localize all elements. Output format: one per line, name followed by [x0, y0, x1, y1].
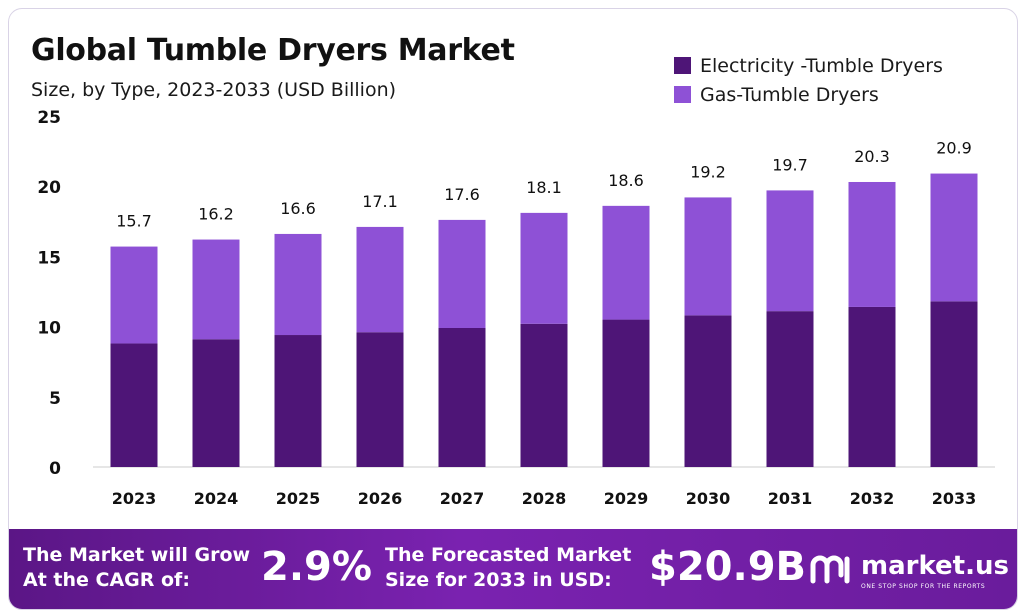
data-label-total: 20.9 — [936, 139, 972, 158]
y-tick-label: 0 — [49, 459, 61, 479]
bar-gas — [110, 246, 158, 344]
bar-gas — [274, 233, 322, 336]
legend-item-gas: Gas-Tumble Dryers — [674, 80, 943, 109]
data-label-total: 17.6 — [444, 185, 480, 204]
bar-electricity — [766, 311, 814, 467]
x-tick-label: 2025 — [276, 489, 321, 508]
data-label-total: 16.2 — [198, 205, 234, 224]
data-label-total: 19.2 — [690, 162, 726, 181]
x-tick-label: 2029 — [604, 489, 649, 508]
cagr-caption: The Market will Grow At the CAGR of: — [23, 543, 250, 593]
legend-swatch-electricity — [674, 57, 691, 74]
bar-gas — [438, 219, 486, 329]
data-label-total: 18.1 — [526, 178, 562, 197]
bar-electricity — [684, 315, 732, 467]
cagr-caption-line1: The Market will Grow — [23, 544, 251, 566]
x-tick-label: 2031 — [768, 489, 813, 508]
legend: Electricity -Tumble Dryers Gas-Tumble Dr… — [674, 51, 943, 109]
cagr-value: 2.9% — [261, 544, 372, 590]
legend-item-electricity: Electricity -Tumble Dryers — [674, 51, 943, 80]
footer-banner: The Market will Grow At the CAGR of: 2.9… — [9, 529, 1017, 609]
bar-electricity — [356, 332, 404, 467]
bar-gas — [930, 173, 978, 302]
y-tick-label: 25 — [37, 108, 61, 128]
y-tick-label: 20 — [37, 178, 61, 198]
cagr-caption-line2: At the CAGR of: — [23, 569, 190, 591]
legend-label-gas: Gas-Tumble Dryers — [700, 83, 879, 106]
x-tick-label: 2027 — [440, 489, 485, 508]
y-tick-label: 15 — [37, 248, 61, 268]
legend-swatch-gas — [674, 86, 691, 103]
x-tick-label: 2030 — [686, 489, 731, 508]
y-tick-label: 10 — [37, 319, 61, 339]
data-label-total: 19.7 — [772, 155, 808, 174]
bar-gas — [684, 197, 732, 316]
bar-electricity — [848, 306, 896, 467]
bar-electricity — [930, 301, 978, 467]
data-label-total: 20.3 — [854, 147, 890, 166]
bar-electricity — [274, 335, 322, 467]
brand-tagline: ONE STOP SHOP FOR THE REPORTS — [861, 583, 986, 590]
bar-chart: 051015202515.7202316.2202416.6202517.120… — [37, 108, 995, 508]
legend-label-electricity: Electricity -Tumble Dryers — [700, 54, 943, 77]
x-tick-label: 2026 — [358, 489, 403, 508]
x-tick-label: 2032 — [850, 489, 895, 508]
x-tick-label: 2024 — [194, 489, 239, 508]
data-label-total: 17.1 — [362, 192, 398, 211]
bar-gas — [192, 239, 240, 340]
bar-electricity — [110, 343, 158, 467]
bar-gas — [602, 205, 650, 320]
data-label-total: 18.6 — [608, 171, 644, 190]
forecast-caption-line2: Size for 2033 in USD: — [385, 569, 612, 591]
x-tick-label: 2028 — [522, 489, 567, 508]
forecast-caption: The Forecasted Market Size for 2033 in U… — [385, 543, 631, 593]
bar-electricity — [602, 319, 650, 467]
brand-name: market.us — [861, 551, 1009, 581]
x-tick-label: 2033 — [932, 489, 977, 508]
bar-gas — [848, 181, 896, 307]
bar-electricity — [192, 339, 240, 467]
bar-gas — [520, 212, 568, 324]
bar-gas — [356, 226, 404, 333]
bar-gas — [766, 190, 814, 312]
bar-electricity — [520, 323, 568, 467]
x-tick-label: 2023 — [112, 489, 157, 508]
forecast-caption-line1: The Forecasted Market — [385, 544, 632, 566]
data-label-total: 16.6 — [280, 199, 316, 218]
bar-electricity — [438, 328, 486, 467]
forecast-value: $20.9B — [649, 544, 807, 590]
data-label-total: 15.7 — [116, 212, 152, 231]
y-tick-label: 5 — [49, 389, 61, 409]
chart-title: Global Tumble Dryers Market — [31, 33, 515, 68]
market-us-logo-icon — [810, 555, 850, 584]
chart-subtitle: Size, by Type, 2023-2033 (USD Billion) — [31, 79, 397, 101]
chart-card: Global Tumble Dryers Market Size, by Typ… — [8, 8, 1018, 610]
